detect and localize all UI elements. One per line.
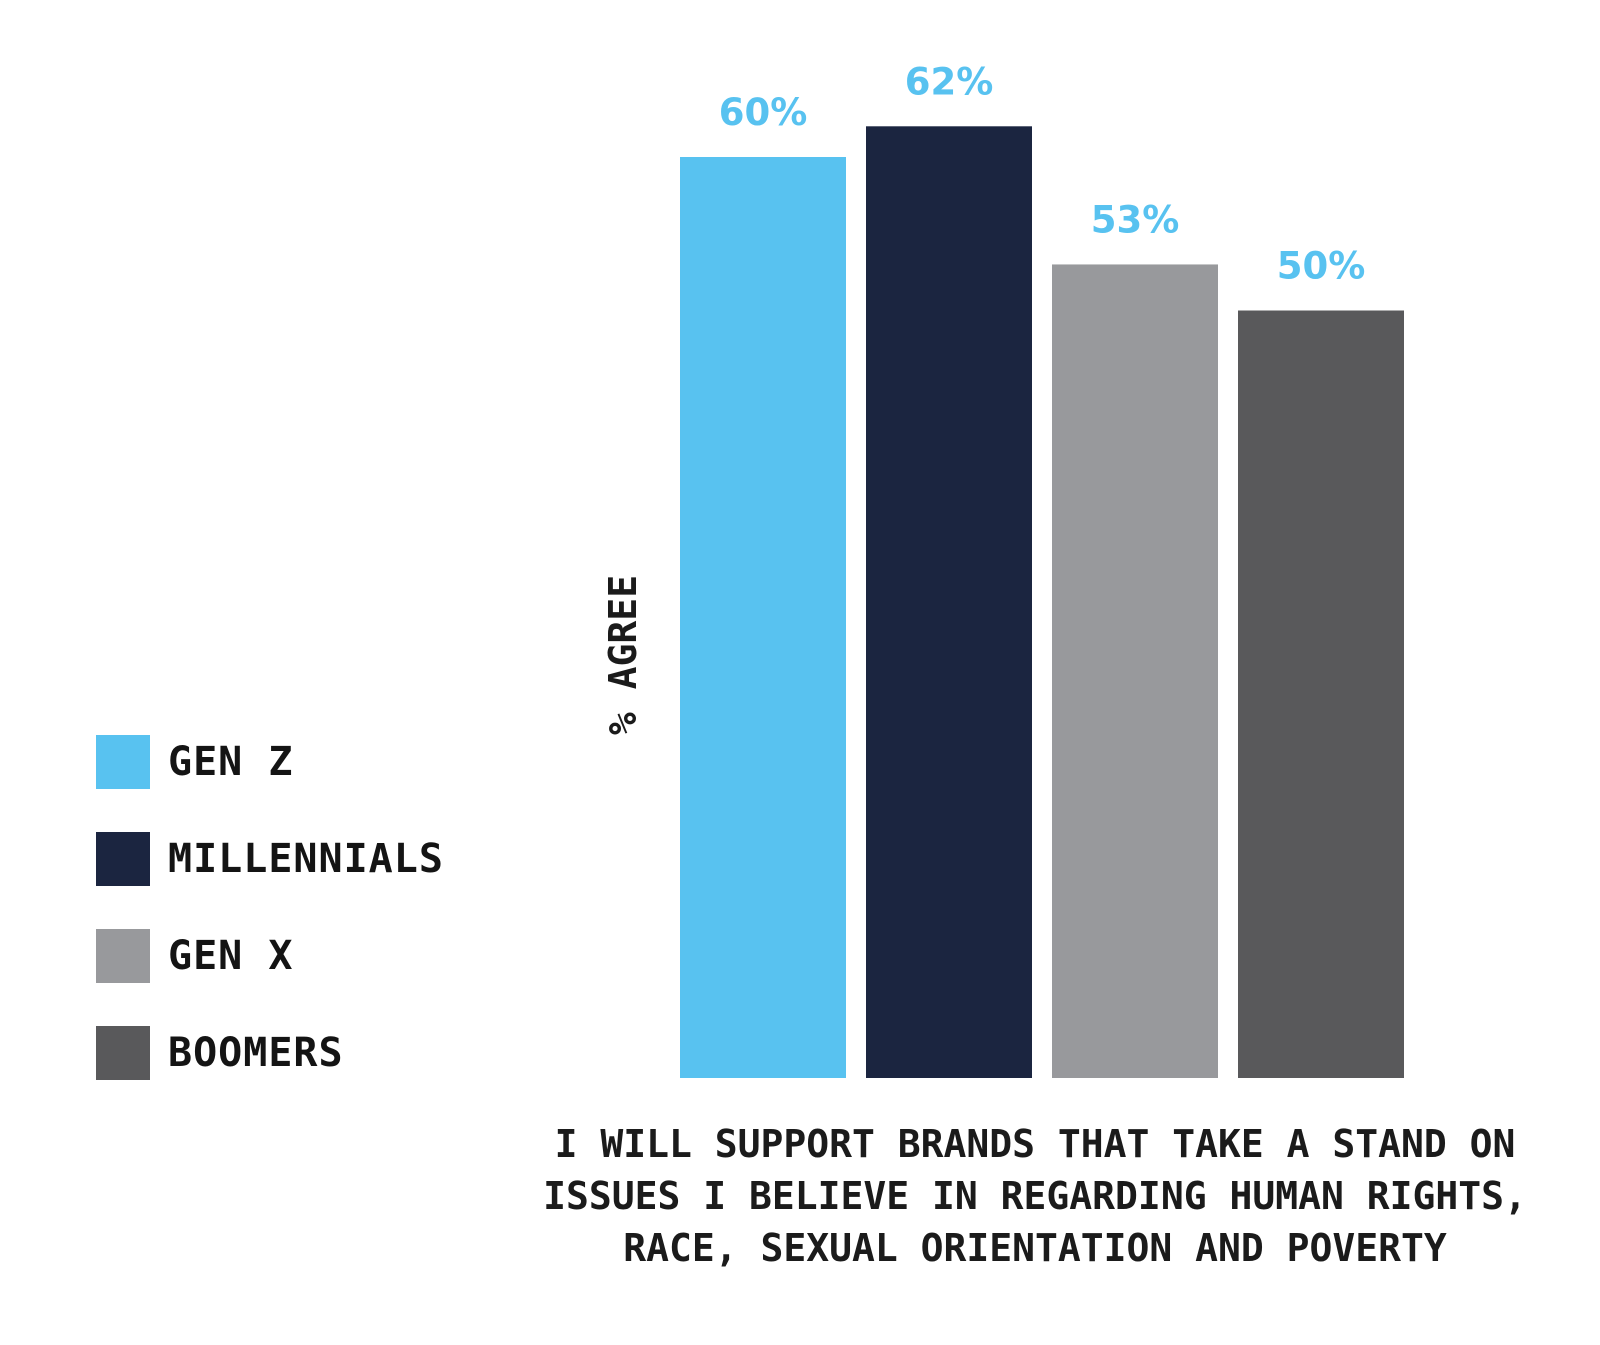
category-label-line: RACE, SEXUAL ORIENTATION AND POVERTY <box>623 1226 1447 1270</box>
bars-group <box>680 126 1404 1079</box>
legend-swatch-gen-x <box>96 929 150 983</box>
legend-label-millennials: MILLENNIALS <box>168 836 444 882</box>
legend: GEN Z MILLENNIALS GEN X BOOMERS <box>96 735 444 1123</box>
value-label-gen-x: 53% <box>1091 198 1180 241</box>
legend-item-gen-z: GEN Z <box>96 735 444 789</box>
legend-label-gen-z: GEN Z <box>168 739 294 785</box>
legend-label-gen-x: GEN X <box>168 933 294 979</box>
value-label-gen-z: 60% <box>719 91 808 134</box>
bar-boomers <box>1238 310 1404 1078</box>
x-category-label: I WILL SUPPORT BRANDS THAT TAKE A STAND … <box>530 1118 1540 1274</box>
bar-gen-x <box>1052 264 1218 1078</box>
legend-swatch-millennials <box>96 832 150 886</box>
legend-item-millennials: MILLENNIALS <box>96 832 444 886</box>
legend-label-boomers: BOOMERS <box>168 1030 344 1076</box>
category-label-line: ISSUES I BELIEVE IN REGARDING HUMAN RIGH… <box>543 1174 1527 1218</box>
legend-swatch-gen-z <box>96 735 150 789</box>
legend-item-gen-x: GEN X <box>96 929 444 983</box>
legend-swatch-boomers <box>96 1026 150 1080</box>
bar-millennials <box>866 126 1032 1079</box>
bar-gen-z <box>680 157 846 1078</box>
legend-item-boomers: BOOMERS <box>96 1026 444 1080</box>
y-axis-label: % AGREE <box>601 575 645 735</box>
value-labels-group: 60% 62% 53% 50% <box>719 60 1366 287</box>
value-label-boomers: 50% <box>1277 245 1366 288</box>
value-label-millennials: 62% <box>905 60 994 103</box>
category-label-line: I WILL SUPPORT BRANDS THAT TAKE A STAND … <box>554 1122 1516 1166</box>
